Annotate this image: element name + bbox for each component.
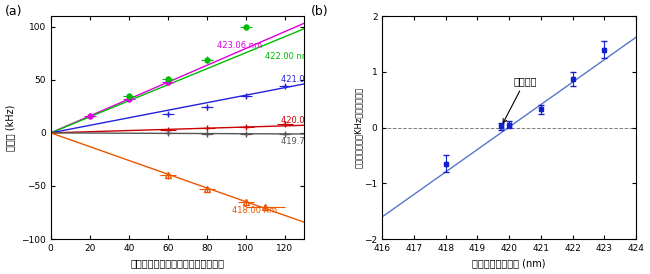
Text: 420.00 nm: 420.00 nm: [281, 116, 326, 125]
X-axis label: 光晶格的阱深（光子反冲能量单位）: 光晶格的阱深（光子反冲能量单位）: [131, 258, 224, 269]
Text: 423.06 nm: 423.06 nm: [216, 41, 262, 50]
Text: 419.75 nm: 419.75 nm: [281, 137, 326, 146]
Text: (b): (b): [311, 5, 329, 18]
Y-axis label: 光位移 (kHz): 光位移 (kHz): [6, 104, 16, 151]
Text: 422.00 nm: 422.00 nm: [265, 52, 310, 61]
Y-axis label: 光位移的斜率（KHz／反冲能量）: 光位移的斜率（KHz／反冲能量）: [354, 87, 363, 168]
Text: 421.00 nm: 421.00 nm: [281, 75, 326, 84]
Text: (a): (a): [5, 5, 23, 18]
Text: 418.00 nm: 418.00 nm: [232, 206, 278, 215]
X-axis label: 光晶格激光的波长 (nm): 光晶格激光的波长 (nm): [473, 258, 546, 269]
Text: 魔法波长: 魔法波长: [503, 76, 537, 123]
